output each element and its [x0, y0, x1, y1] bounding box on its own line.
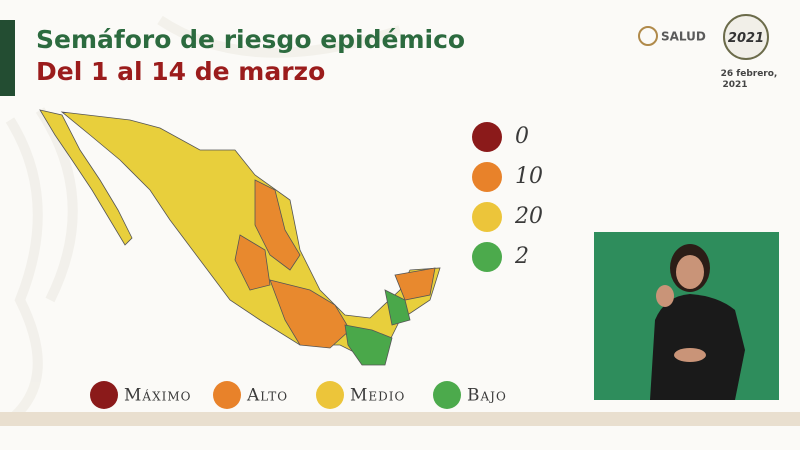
orange-state: [254, 179, 301, 271]
legend-label: Máximo: [124, 386, 191, 406]
face: [676, 255, 704, 289]
baja-california: [39, 109, 133, 246]
title: Semáforo de riesgo epidémico: [36, 25, 465, 54]
body: [650, 294, 745, 400]
seal: [638, 26, 658, 46]
icon-alto: [472, 162, 502, 192]
green-state: [344, 324, 393, 366]
count: 2: [514, 244, 529, 269]
icon-medio: [472, 202, 502, 232]
legend-label: Bajo: [467, 386, 507, 406]
icon-bajo: [472, 242, 502, 272]
counts: 0 10 20 2: [472, 122, 543, 272]
accent-bar: [0, 20, 15, 96]
hand: [674, 348, 706, 362]
count: 10: [515, 164, 543, 189]
green-state: [384, 289, 411, 326]
interpreter-video: [594, 232, 779, 400]
icon-maximo: [90, 381, 118, 409]
agency: SALUD: [661, 30, 706, 44]
year-seal: [723, 14, 769, 60]
subtitle: Del 1 al 14 de marzo: [36, 57, 325, 86]
legend-label: Medio: [350, 386, 405, 406]
legend-label: Alto: [246, 386, 288, 406]
icon-alto: [213, 381, 241, 409]
legend: Máximo Alto Medio Bajo: [90, 381, 507, 409]
orange-state: [269, 279, 351, 349]
hand: [656, 285, 674, 307]
orange-state: [394, 267, 436, 301]
salud-logo: SALUD 2021 26 febrero, 2021: [638, 14, 778, 90]
date-line: 26 febrero,: [721, 69, 778, 79]
icon-medio: [316, 381, 344, 409]
icon-maximo: [472, 122, 502, 152]
date-line: 2021: [722, 80, 747, 90]
map: [39, 109, 441, 366]
orange-state: [234, 234, 271, 291]
count: 0: [515, 124, 529, 149]
mainland: [60, 111, 441, 361]
logo-year: 2021: [728, 31, 764, 46]
count: 20: [514, 204, 543, 229]
icon-bajo: [433, 381, 461, 409]
bottom-strip: [0, 412, 800, 426]
